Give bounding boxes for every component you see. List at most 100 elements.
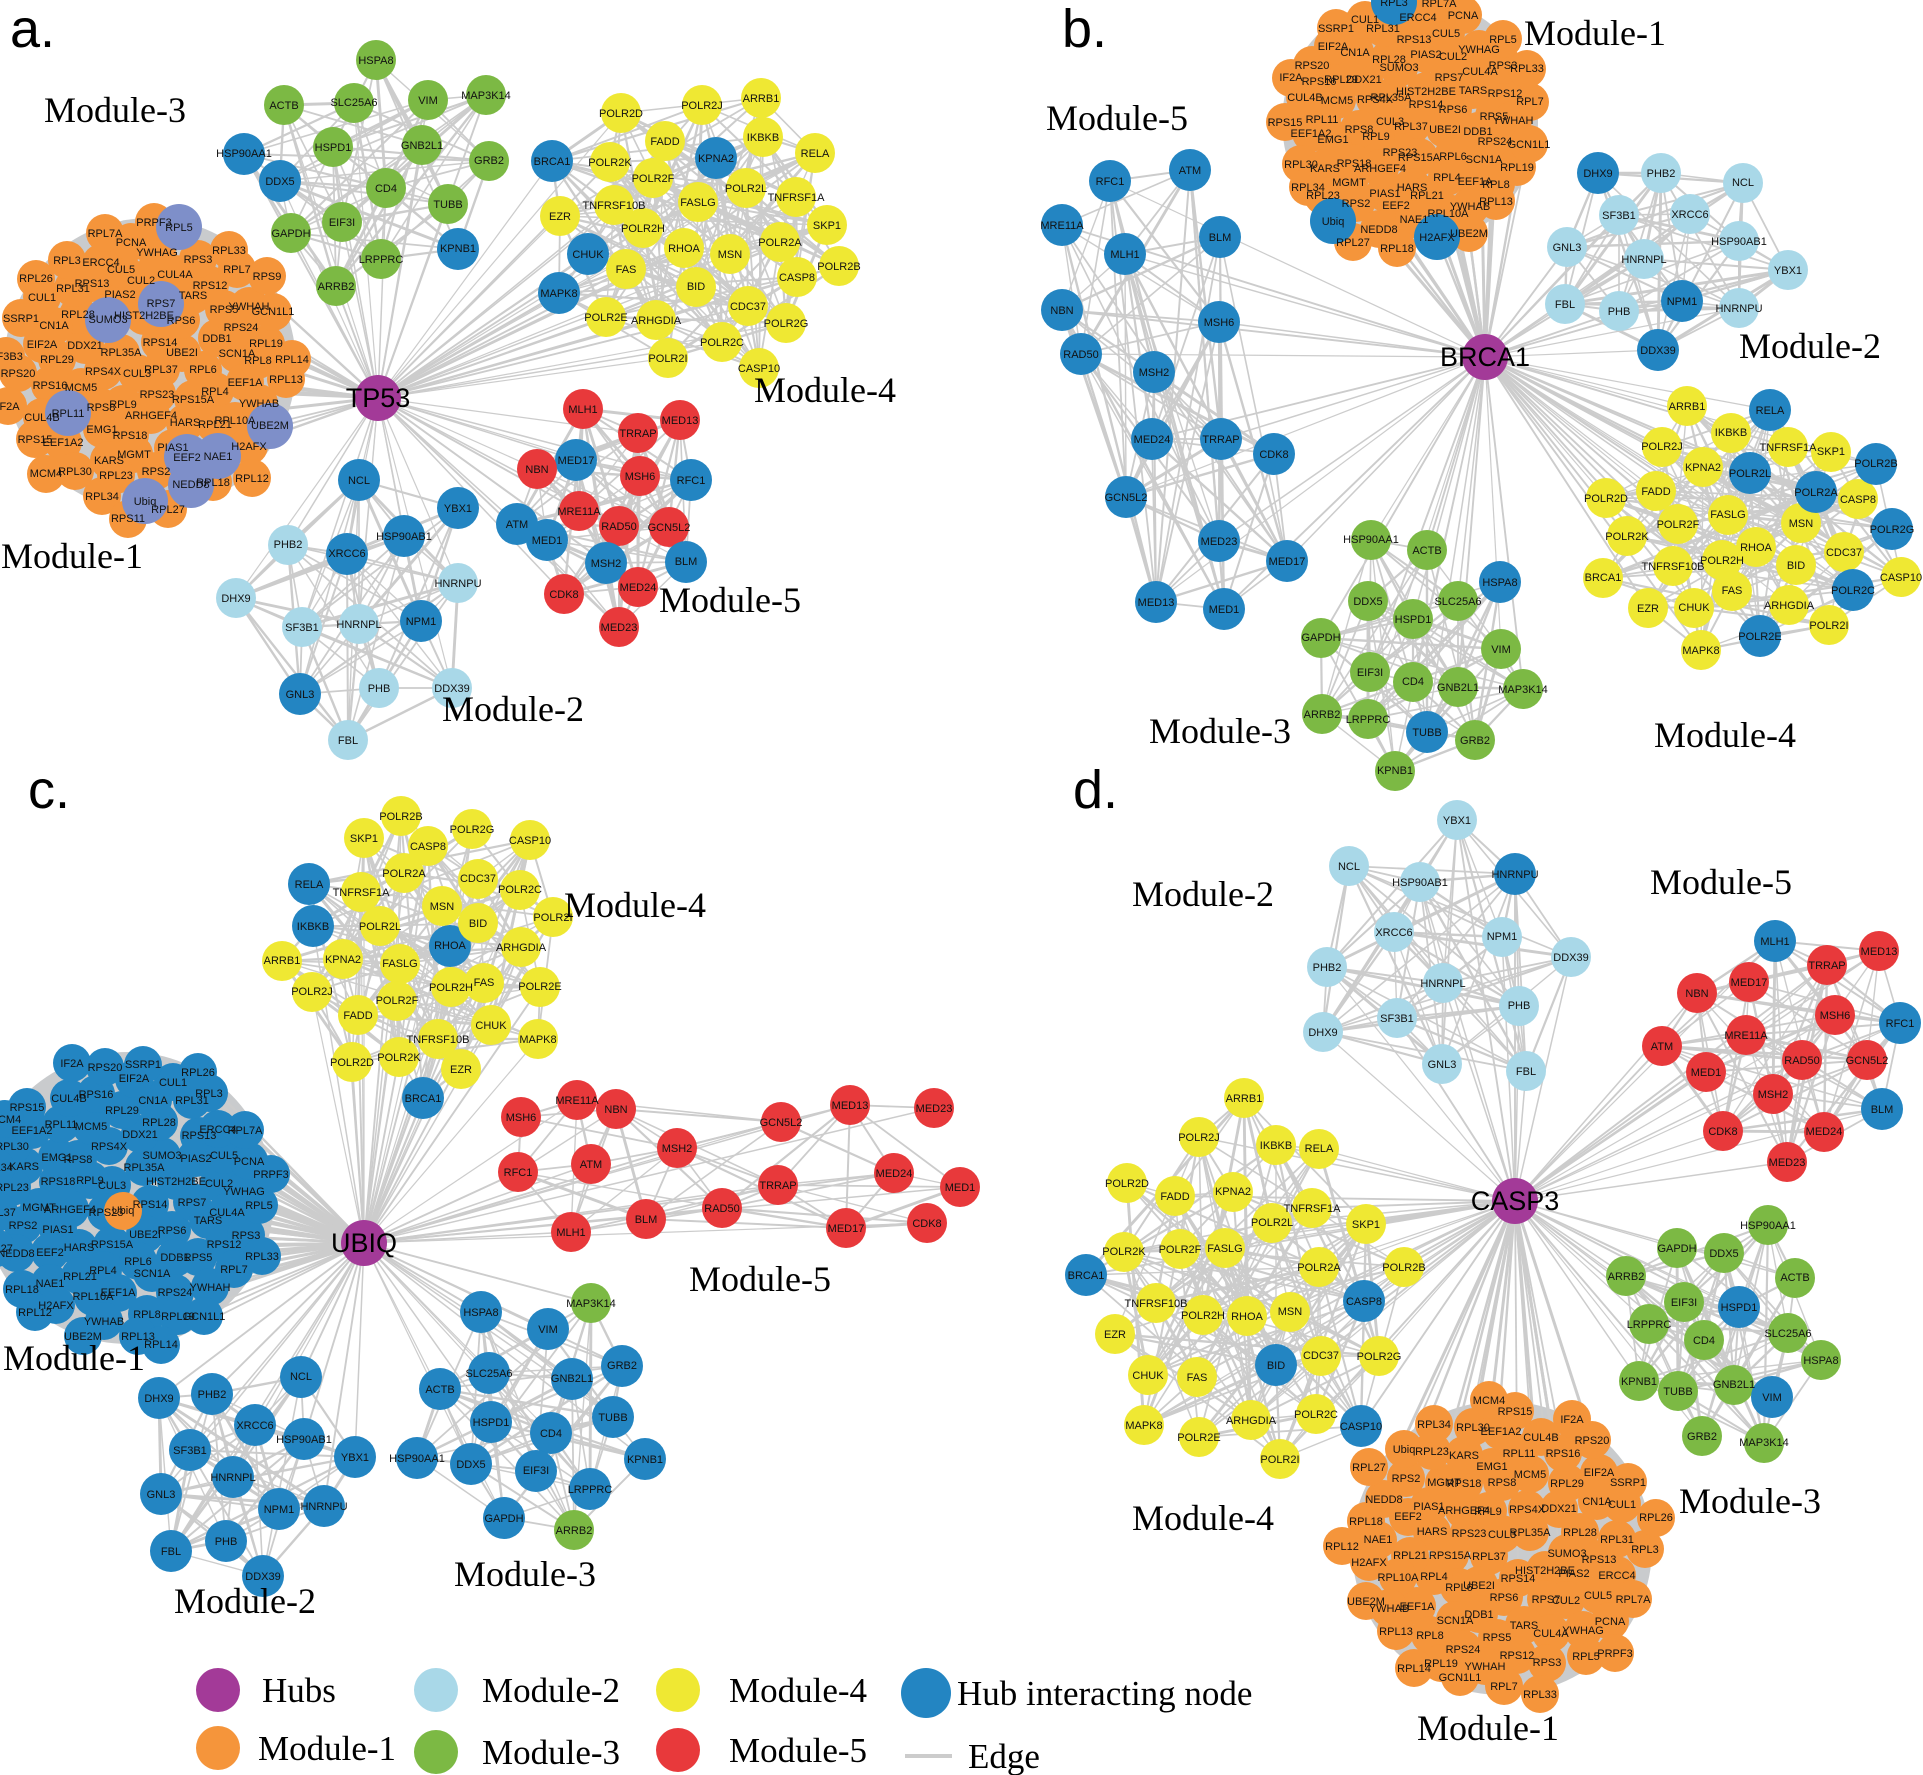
svg-text:POLR2B: POLR2B: [1382, 1262, 1425, 1274]
svg-text:BLM: BLM: [675, 556, 698, 568]
svg-text:IKBKB: IKBKB: [297, 921, 329, 933]
svg-text:HNRNPL: HNRNPL: [1621, 254, 1666, 266]
svg-text:Ubiq: Ubiq: [1322, 216, 1345, 228]
svg-text:PIAS2: PIAS2: [104, 289, 135, 301]
svg-text:EEF1A: EEF1A: [228, 377, 264, 389]
svg-text:MSN: MSN: [1278, 1306, 1303, 1318]
svg-text:HSP90AB1: HSP90AB1: [1711, 236, 1767, 248]
svg-text:XRCC6: XRCC6: [1671, 209, 1708, 221]
svg-text:MSH6: MSH6: [506, 1112, 537, 1124]
svg-text:POLR2G: POLR2G: [1357, 1351, 1402, 1363]
svg-text:DDX21: DDX21: [1541, 1503, 1576, 1515]
svg-text:RHOA: RHOA: [434, 940, 466, 952]
svg-text:RPL30: RPL30: [0, 1141, 29, 1153]
svg-text:MED17: MED17: [558, 455, 595, 467]
svg-text:MAP3K14: MAP3K14: [461, 90, 511, 102]
svg-text:SSRP1: SSRP1: [125, 1059, 161, 1071]
svg-text:RPL19: RPL19: [1424, 1658, 1458, 1670]
svg-text:CUL1: CUL1: [159, 1077, 187, 1089]
svg-text:POLR2I: POLR2I: [1260, 1454, 1299, 1466]
svg-text:ARHGDIA: ARHGDIA: [1226, 1415, 1277, 1427]
svg-text:GNB2L1: GNB2L1: [1713, 1379, 1755, 1391]
svg-text:SCN1A: SCN1A: [1466, 154, 1503, 166]
svg-text:ARHGEF4: ARHGEF4: [1354, 163, 1406, 175]
svg-text:EMG1: EMG1: [41, 1152, 72, 1164]
svg-text:RPL4: RPL4: [1420, 1571, 1448, 1583]
svg-text:POLR2D: POLR2D: [599, 108, 643, 120]
svg-text:MSH2: MSH2: [1758, 1089, 1789, 1101]
svg-text:HIST2H2BE: HIST2H2BE: [114, 310, 174, 322]
svg-text:MLH1: MLH1: [568, 404, 597, 416]
svg-text:PHB2: PHB2: [1647, 168, 1676, 180]
svg-text:MCM5: MCM5: [65, 382, 97, 394]
svg-text:RPL14: RPL14: [275, 354, 309, 366]
svg-text:CASP10: CASP10: [1880, 572, 1922, 584]
svg-text:RPS15A: RPS15A: [172, 394, 215, 406]
svg-text:POLR2C: POLR2C: [700, 337, 744, 349]
svg-text:RPL12: RPL12: [18, 1307, 52, 1319]
svg-text:SUMO3: SUMO3: [88, 314, 127, 326]
svg-text:RPS15A: RPS15A: [91, 1239, 134, 1251]
svg-text:EEF1A2: EEF1A2: [1481, 1426, 1522, 1438]
svg-text:RPS4X: RPS4X: [91, 1141, 128, 1153]
svg-text:RPS15A: RPS15A: [1429, 1550, 1472, 1562]
svg-text:EIF3I: EIF3I: [1671, 1297, 1697, 1309]
svg-text:PIAS2: PIAS2: [180, 1153, 211, 1165]
svg-text:Module-1: Module-1: [1, 536, 143, 576]
svg-text:GNL3: GNL3: [286, 689, 315, 701]
svg-text:MAPK8: MAPK8: [519, 1034, 556, 1046]
svg-text:CHUK: CHUK: [1678, 602, 1710, 614]
svg-text:DDX39: DDX39: [1640, 345, 1675, 357]
svg-text:CASP10: CASP10: [1340, 1421, 1382, 1433]
svg-text:RPL21: RPL21: [198, 419, 232, 431]
svg-text:RPL4: RPL4: [89, 1265, 117, 1277]
svg-text:BID: BID: [687, 281, 705, 293]
svg-text:BRCA1: BRCA1: [1068, 1270, 1105, 1282]
svg-text:RPS5: RPS5: [210, 304, 239, 316]
svg-text:EIF3I: EIF3I: [523, 1465, 549, 1477]
svg-text:RPL19: RPL19: [161, 1311, 195, 1323]
svg-text:MED23: MED23: [1769, 1157, 1806, 1169]
svg-text:YWHAB: YWHAB: [84, 1316, 124, 1328]
svg-text:HSP90AA1: HSP90AA1: [389, 1453, 445, 1465]
svg-text:XRCC6: XRCC6: [328, 548, 365, 560]
svg-text:Module-2: Module-2: [442, 689, 584, 729]
svg-text:b.: b.: [1062, 0, 1107, 59]
svg-text:POLR2D: POLR2D: [1105, 1178, 1149, 1190]
svg-text:CHUK: CHUK: [475, 1020, 507, 1032]
svg-text:MSH6: MSH6: [1820, 1010, 1851, 1022]
svg-text:POLR2K: POLR2K: [1102, 1246, 1146, 1258]
svg-text:YWHAH: YWHAH: [1465, 1661, 1506, 1673]
svg-text:EIF3I: EIF3I: [1357, 667, 1383, 679]
svg-text:EMG1: EMG1: [1317, 134, 1348, 146]
svg-text:KPNA2: KPNA2: [698, 153, 734, 165]
svg-text:RPS15: RPS15: [18, 434, 53, 446]
svg-text:YBX1: YBX1: [1774, 265, 1802, 277]
svg-text:RPS13: RPS13: [1582, 1554, 1617, 1566]
svg-text:RPL7: RPL7: [1516, 96, 1544, 108]
svg-text:RPL37: RPL37: [1472, 1551, 1506, 1563]
svg-text:EEF1A2: EEF1A2: [12, 1125, 53, 1137]
svg-text:RPS16: RPS16: [79, 1089, 114, 1101]
svg-text:DDX21: DDX21: [1346, 74, 1381, 86]
svg-text:POLR2F: POLR2F: [632, 173, 675, 185]
svg-text:RPL19: RPL19: [249, 338, 283, 350]
svg-text:DDB1: DDB1: [202, 333, 231, 345]
svg-text:CN1A: CN1A: [138, 1095, 168, 1107]
svg-text:CUL2: CUL2: [205, 1178, 233, 1190]
svg-text:RPL35A: RPL35A: [101, 347, 143, 359]
svg-text:DHX9: DHX9: [1583, 168, 1612, 180]
svg-text:HIST2H2BE: HIST2H2BE: [1396, 86, 1456, 98]
svg-text:RPS20: RPS20: [88, 1062, 123, 1074]
svg-text:RPS3: RPS3: [184, 254, 213, 266]
svg-text:SLC25A6: SLC25A6: [465, 1368, 512, 1380]
svg-text:PRPF3: PRPF3: [1597, 1648, 1632, 1660]
svg-text:ACTB: ACTB: [425, 1384, 454, 1396]
svg-text:Module-4: Module-4: [564, 885, 706, 925]
svg-text:RPS23: RPS23: [89, 1207, 124, 1219]
svg-text:CASP10: CASP10: [738, 363, 780, 375]
svg-text:SKP1: SKP1: [350, 833, 378, 845]
svg-text:CASP10: CASP10: [509, 835, 551, 847]
svg-text:CUL4B: CUL4B: [51, 1093, 86, 1105]
svg-text:ARRB2: ARRB2: [1304, 709, 1341, 721]
